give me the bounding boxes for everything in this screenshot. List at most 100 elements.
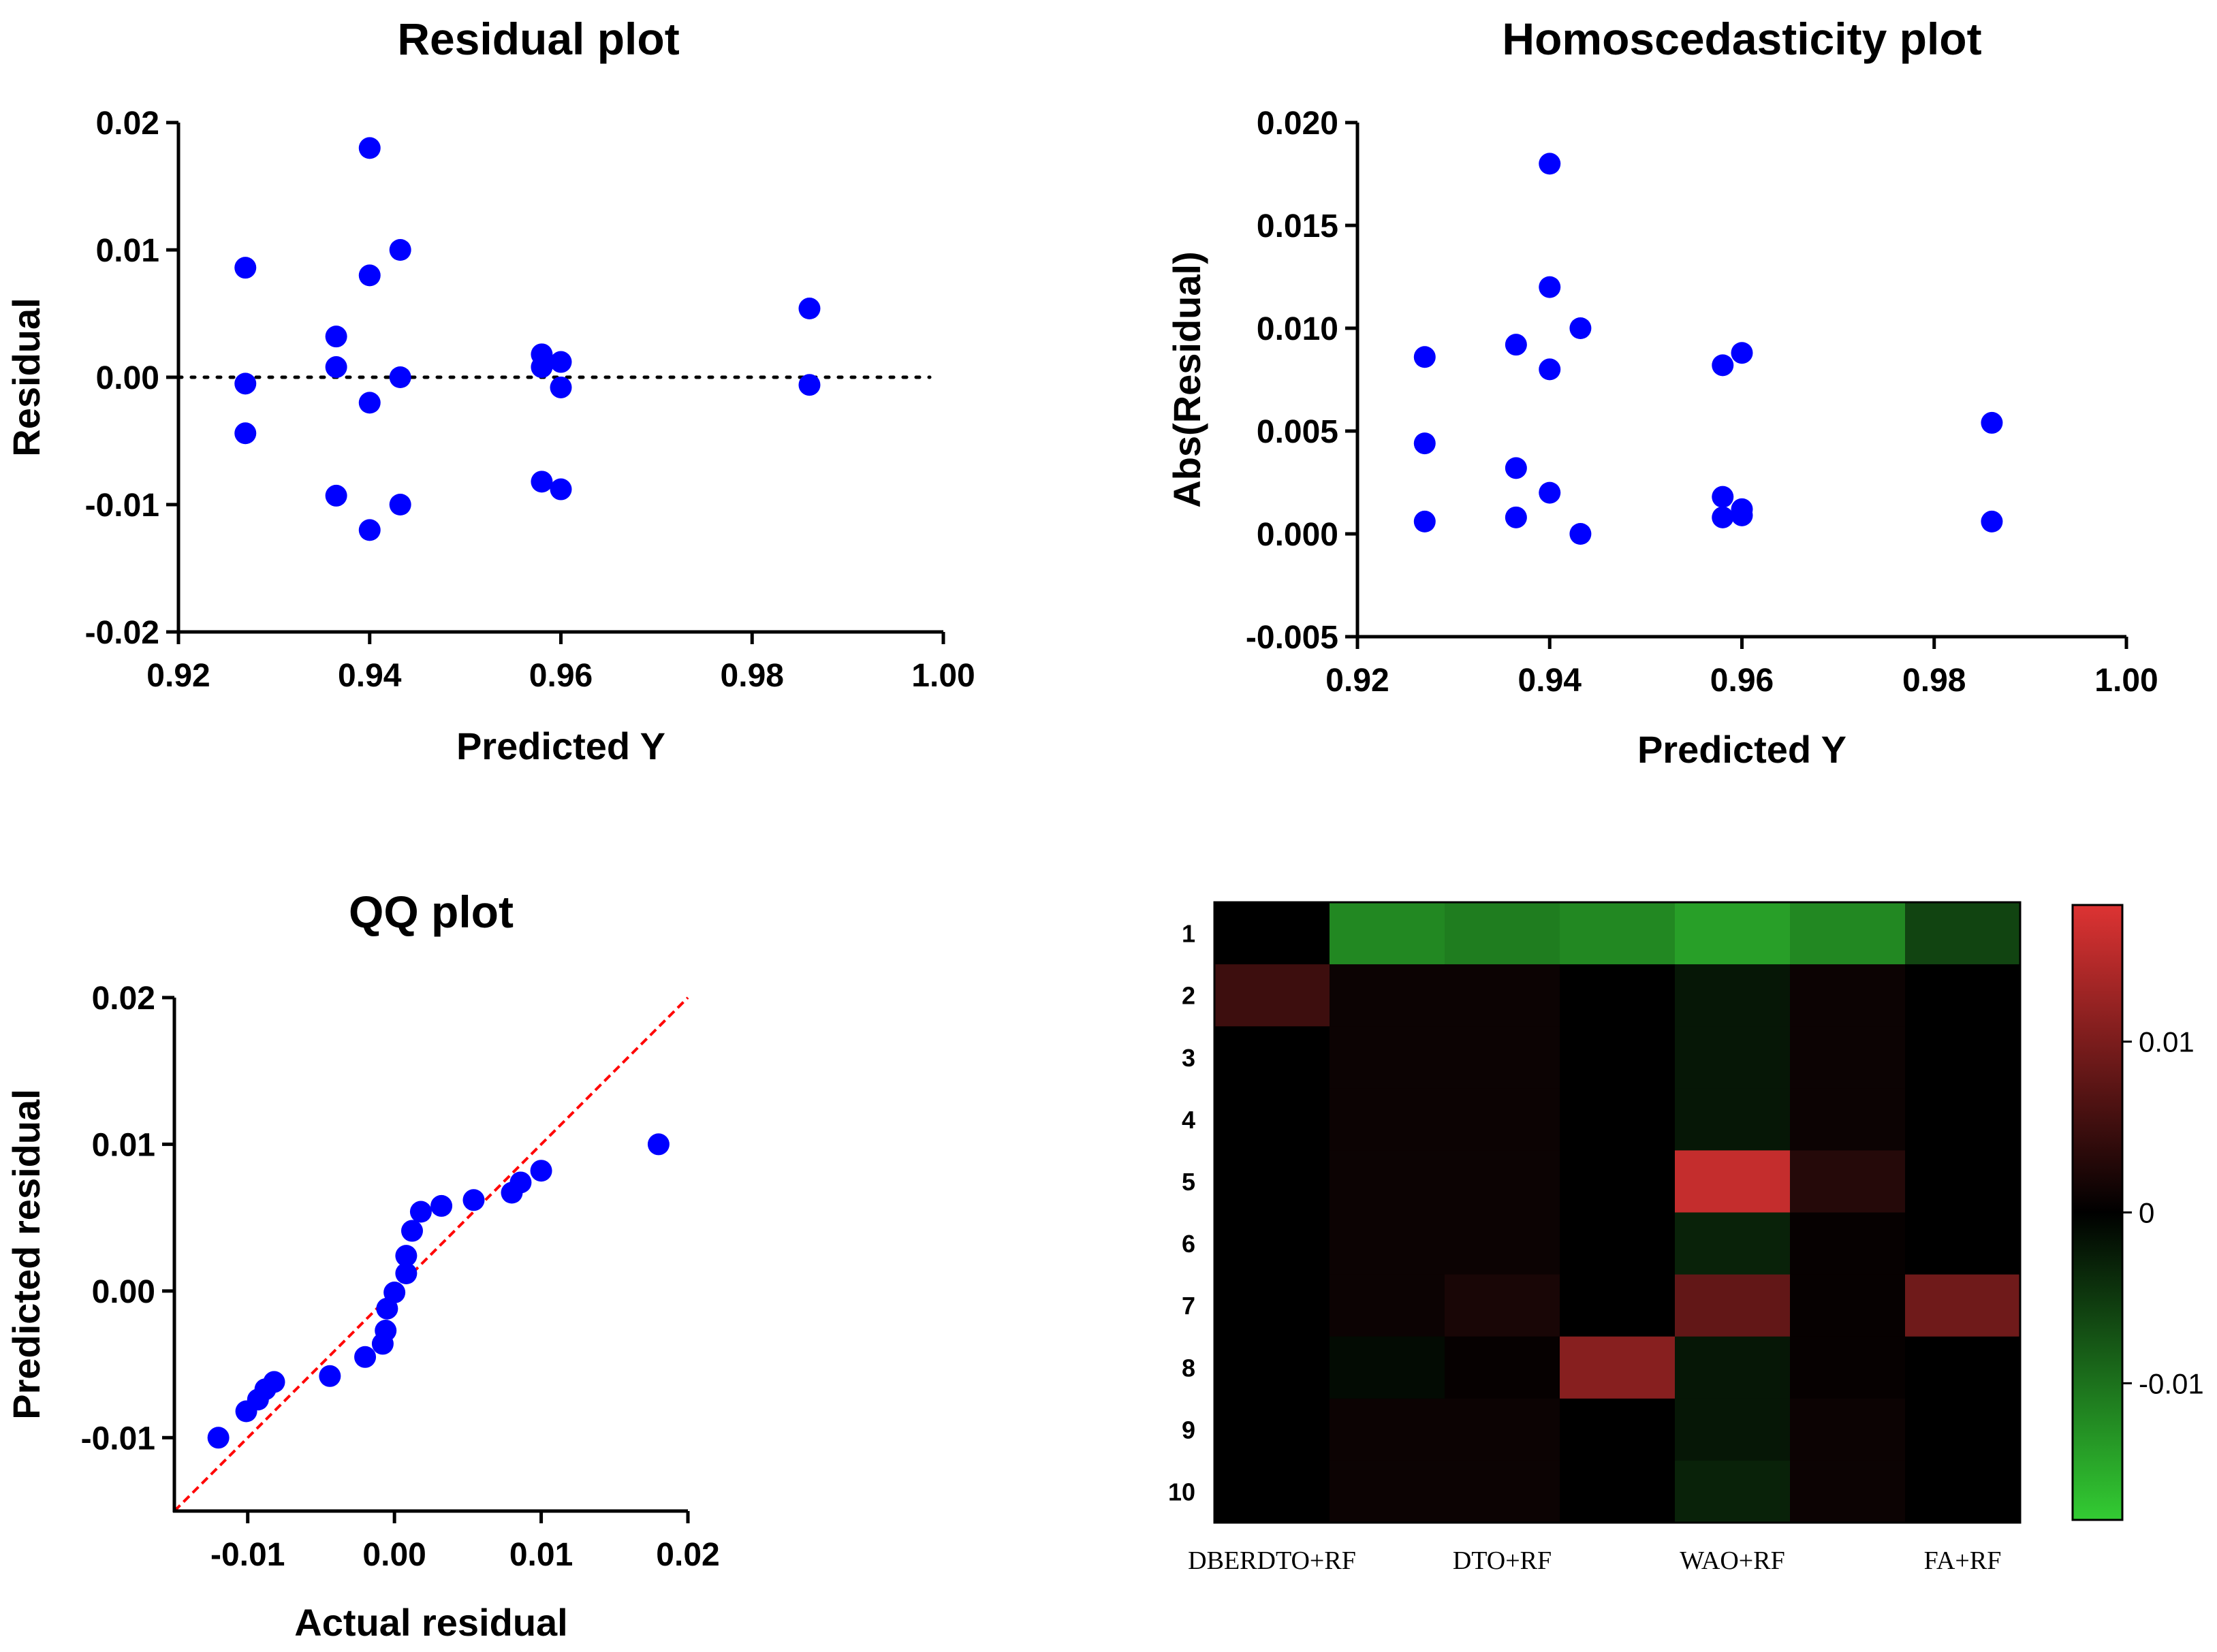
y-tick-label: -0.02 [85, 615, 159, 651]
row-label: 2 [1182, 982, 1195, 1010]
data-point [234, 422, 257, 445]
heatmap-cell [1675, 1274, 1791, 1337]
data-point [389, 366, 411, 388]
data-point [358, 137, 381, 159]
y-tick-label: 0.015 [1257, 208, 1338, 244]
heatmap-cell [1790, 1460, 1906, 1523]
row-label: 5 [1182, 1168, 1195, 1196]
x-axis-title: Actual residual [294, 1601, 567, 1644]
homoscedasticity-plot: Homoscedasticity plot -0.005 0.000 0.005 0.0… [1165, 14, 2158, 771]
data-point [1505, 334, 1527, 356]
heatmap-cell [1675, 1336, 1791, 1399]
y-axis-title: Abs(Residual) [1165, 251, 1208, 508]
y-tick-label: -0.01 [85, 488, 159, 524]
heatmap-cell [1214, 1088, 1330, 1151]
x-tick-label: 0.96 [529, 658, 593, 694]
y-tick-label: 0.00 [96, 360, 159, 396]
heatmap-cell [1214, 1150, 1330, 1213]
x-axis-title: Predicted Y [1637, 728, 1846, 771]
data-point [325, 356, 347, 379]
data-point [395, 1262, 418, 1285]
data-point [1413, 432, 1436, 455]
data-point [389, 239, 411, 261]
data-point [358, 519, 381, 541]
row-label: 6 [1182, 1230, 1195, 1258]
y-tick-label: 0.00 [92, 1274, 155, 1310]
data-point [550, 478, 572, 501]
chart-title: QQ plot [349, 887, 514, 937]
residual-plot: Residual plot -0.02 -0.01 0.00 0.01 0.02 0.92 0… [5, 14, 975, 767]
x-tick-label: 0.98 [721, 658, 784, 694]
colorbar-tick-label: 0 [2139, 1197, 2154, 1229]
data-point [1569, 523, 1592, 545]
x-tick-label: 0.92 [1325, 663, 1389, 699]
data-point [234, 372, 257, 395]
data-point [1505, 506, 1527, 528]
row-label: 9 [1182, 1416, 1195, 1444]
y-tick-label: 0.005 [1257, 414, 1338, 450]
heatmap-cell [1905, 1150, 2021, 1213]
heatmap-cell [1330, 1212, 1445, 1275]
data-point [531, 356, 553, 379]
chart-title: Homoscedasticity plot [1502, 14, 1981, 64]
y-axis-title: Predicted residual [5, 1089, 48, 1420]
heatmap-cell [1445, 1150, 1560, 1213]
x-tick-label: 0.94 [1518, 663, 1582, 699]
heatmap-cell [1214, 1336, 1330, 1399]
reference-line [173, 996, 689, 1512]
data-point [1539, 276, 1561, 298]
heatmap-cell [1560, 902, 1676, 965]
y-tick-label: 0.01 [96, 233, 159, 269]
heatmap-cell [1560, 1026, 1676, 1089]
heatmap-cell [1214, 1026, 1330, 1089]
heatmap-cell [1214, 1212, 1330, 1275]
y-axis-title: Residual [5, 298, 48, 456]
x-tick-label: 0.98 [1902, 663, 1966, 699]
heatmap-cell [1330, 1398, 1445, 1461]
x-tick-label: 0.00 [362, 1537, 426, 1573]
data-point [389, 494, 411, 515]
data-point [375, 1320, 397, 1342]
heatmap-cell [1905, 902, 2021, 965]
heatmap-cell [1445, 964, 1560, 1027]
data-point [325, 325, 347, 348]
data-point [395, 1245, 418, 1267]
x-tick-label: 0.01 [509, 1537, 573, 1573]
column-label: WAO+RF [1680, 1546, 1784, 1575]
column-label: FA+RF [1924, 1546, 2002, 1575]
heatmap-cell [1560, 1460, 1676, 1523]
heatmap-cell [1675, 1088, 1791, 1151]
data-point [1731, 342, 1753, 364]
data-point [1981, 411, 2003, 434]
data-point [550, 376, 572, 398]
data-point [1505, 457, 1527, 479]
row-label: 7 [1182, 1292, 1195, 1320]
data-point [1413, 346, 1436, 368]
heatmap-cell [1560, 1088, 1676, 1151]
y-tick-label: 0.01 [92, 1127, 155, 1163]
heatmap-cell [1905, 964, 2021, 1027]
data-point [1539, 153, 1561, 175]
heatmap-cell [1675, 902, 1791, 965]
heatmap-cell [1560, 1398, 1676, 1461]
heatmap-cell [1905, 1460, 2021, 1523]
heatmap-chart: 1 2 3 4 5 6 7 8 9 10 DBERDTO+RF DTO+RF WAO+RF FA+RF 0.… [1168, 901, 2204, 1575]
heatmap-cell [1330, 1460, 1445, 1523]
data-point [798, 374, 821, 396]
data-point [531, 471, 553, 493]
column-label: DBERDTO+RF [1188, 1546, 1356, 1575]
y-tick-label: 0.010 [1257, 311, 1338, 347]
data-point [1712, 354, 1734, 377]
heatmap-cell [1330, 1336, 1445, 1399]
row-label: 8 [1182, 1354, 1195, 1382]
data-point [234, 257, 257, 279]
heatmap-cell [1214, 1460, 1330, 1523]
heatmap-cell [1445, 1088, 1560, 1151]
data-point [550, 351, 572, 373]
heatmap-cell [1445, 1274, 1560, 1337]
heatmap-cell [1330, 1088, 1445, 1151]
data-point [263, 1371, 285, 1393]
heatmap-cell [1790, 1336, 1906, 1399]
data-point [647, 1133, 670, 1156]
y-tick-label: 0.020 [1257, 106, 1338, 142]
